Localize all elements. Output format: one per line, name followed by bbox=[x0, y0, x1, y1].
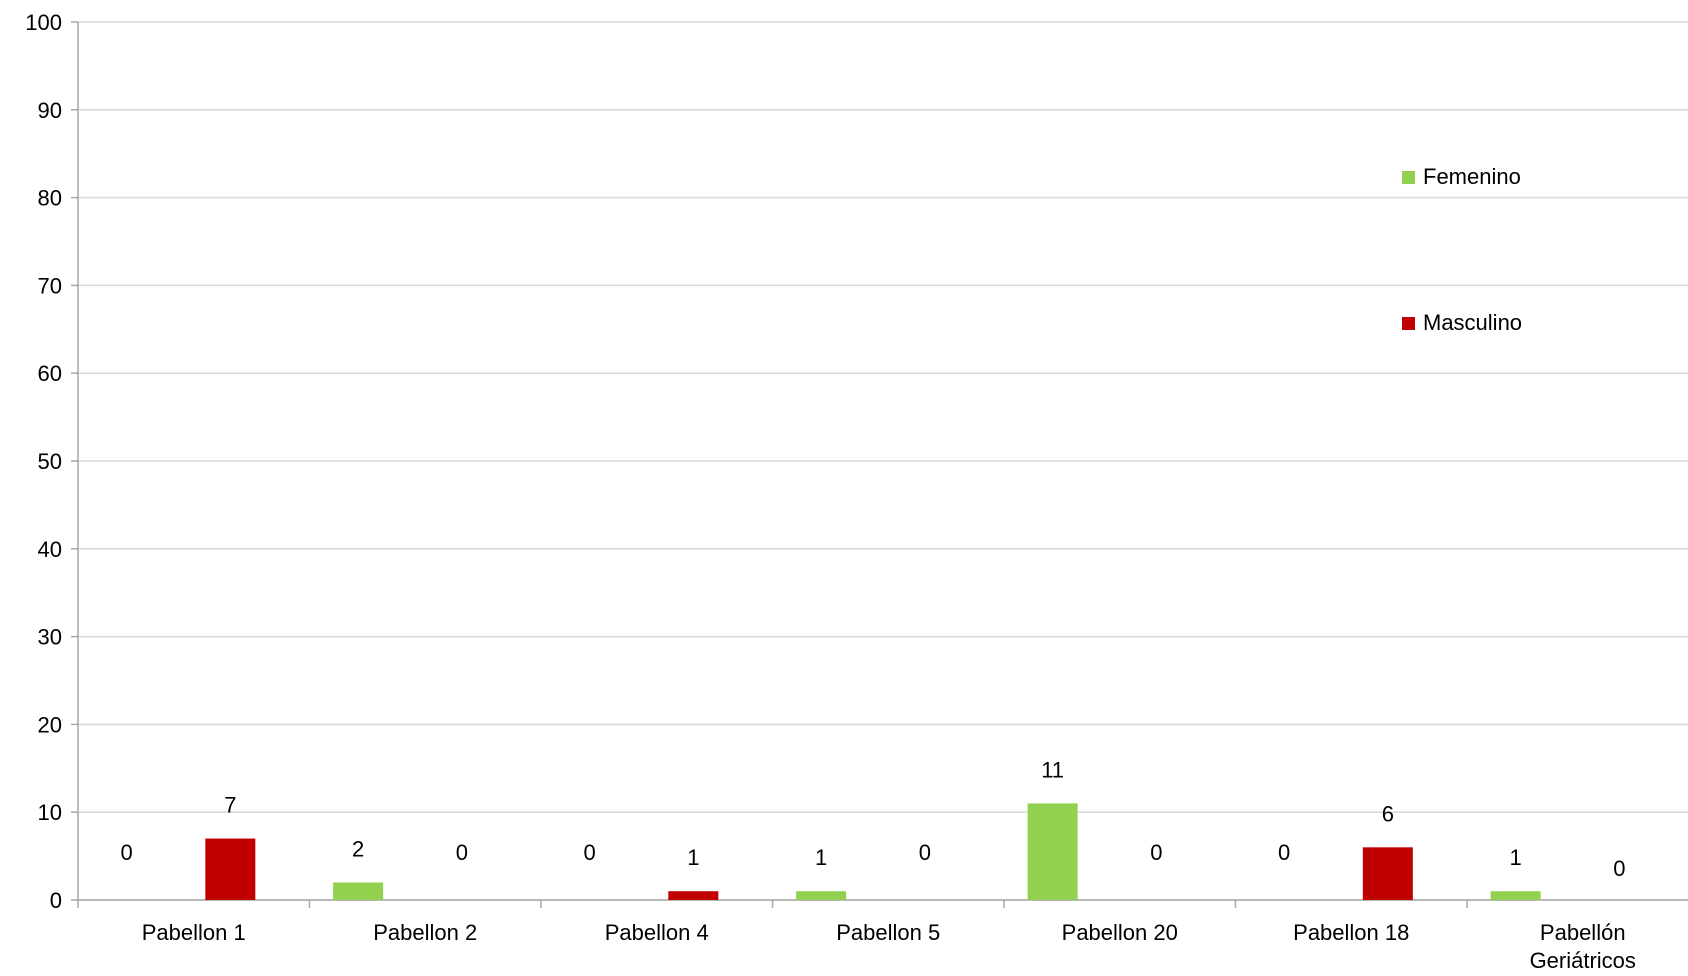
bar-masculino bbox=[668, 891, 719, 900]
data-label: 0 bbox=[1278, 840, 1290, 865]
bar-masculino bbox=[205, 838, 256, 900]
x-tick-label: Pabellon 4 bbox=[605, 920, 709, 945]
data-label: 0 bbox=[120, 840, 132, 865]
y-tick-label: 0 bbox=[50, 888, 62, 913]
legend-label-femenino: Femenino bbox=[1423, 164, 1521, 189]
x-tick-label: Pabellon 20 bbox=[1062, 920, 1178, 945]
y-tick-label: 80 bbox=[38, 186, 62, 211]
legend-swatch-femenino bbox=[1402, 171, 1415, 184]
y-tick-label: 20 bbox=[38, 712, 62, 737]
bar-masculino bbox=[1362, 847, 1413, 900]
x-tick-label: Geriátricos bbox=[1530, 948, 1636, 973]
data-label: 7 bbox=[224, 793, 236, 818]
bar-femenino bbox=[333, 882, 384, 900]
data-label: 0 bbox=[1613, 856, 1625, 881]
y-tick-label: 30 bbox=[38, 625, 62, 650]
y-tick-label: 50 bbox=[38, 449, 62, 474]
y-tick-label: 40 bbox=[38, 537, 62, 562]
y-tick-label: 100 bbox=[25, 10, 62, 35]
data-label: 0 bbox=[1150, 840, 1162, 865]
data-label: 1 bbox=[1509, 845, 1521, 870]
data-label: 1 bbox=[815, 845, 827, 870]
data-label: 2 bbox=[352, 836, 364, 861]
bar-femenino bbox=[796, 891, 847, 900]
x-tick-label: Pabellon 5 bbox=[836, 920, 940, 945]
data-label: 1 bbox=[687, 845, 699, 870]
data-label: 0 bbox=[919, 840, 931, 865]
data-label: 11 bbox=[1041, 757, 1064, 782]
data-label: 0 bbox=[583, 840, 595, 865]
bar-femenino bbox=[1490, 891, 1541, 900]
x-tick-label: Pabellon 18 bbox=[1293, 920, 1409, 945]
y-tick-label: 90 bbox=[38, 98, 62, 123]
y-tick-label: 60 bbox=[38, 361, 62, 386]
legend-swatch-masculino bbox=[1402, 317, 1415, 330]
y-tick-label: 70 bbox=[38, 273, 62, 298]
x-tick-label: Pabellón bbox=[1540, 920, 1626, 945]
y-tick-label: 10 bbox=[38, 800, 62, 825]
data-label: 0 bbox=[456, 840, 468, 865]
x-tick-label: Pabellon 1 bbox=[142, 920, 246, 945]
legend-label-masculino: Masculino bbox=[1423, 310, 1522, 335]
data-label: 6 bbox=[1382, 801, 1394, 826]
bar-femenino bbox=[1027, 803, 1078, 900]
x-tick-label: Pabellon 2 bbox=[373, 920, 477, 945]
